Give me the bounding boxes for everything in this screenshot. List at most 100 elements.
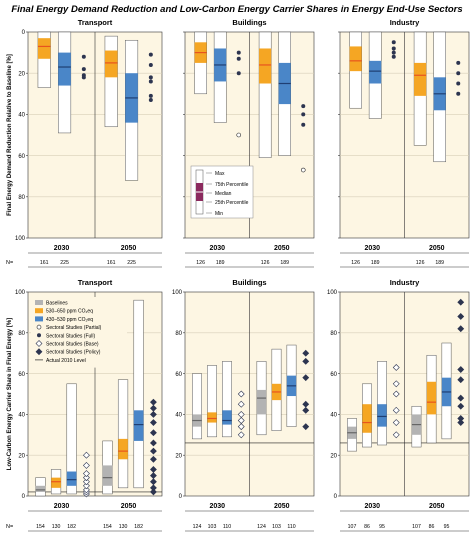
marker-base: [237, 431, 245, 439]
percentile-box: [35, 485, 46, 492]
marker-base: [392, 390, 400, 398]
marker-policy: [150, 439, 157, 447]
y-tick-label: 40: [330, 413, 337, 419]
y-tick-label: 80: [175, 331, 182, 337]
y-tick-label: 0: [22, 30, 26, 36]
year-label: 2030: [209, 245, 225, 252]
marker-full: [81, 54, 86, 59]
marker-full: [301, 112, 306, 117]
y-tick-label: 20: [18, 71, 25, 77]
y-tick-label: 100: [15, 236, 26, 242]
marker-policy: [150, 410, 157, 418]
percentile-box: [102, 465, 113, 486]
marker-policy: [302, 374, 310, 382]
marker-full: [236, 56, 241, 61]
n-value: 154: [36, 524, 45, 530]
year-label: 2030: [364, 245, 380, 252]
n-value: 107: [348, 524, 357, 530]
marker-full: [456, 71, 461, 76]
marker-policy: [150, 429, 157, 437]
legend-marker-partial: [36, 324, 42, 330]
marker-full: [236, 50, 241, 55]
panels: Transport 0 20 40 60 80 100 Final Energy Demand…: [6, 18, 470, 532]
y-tick-label: 0: [22, 494, 26, 500]
marker-full: [236, 71, 241, 76]
marker-policy: [150, 488, 157, 496]
marker-policy: [457, 376, 465, 384]
marker-policy: [150, 472, 157, 480]
legend-stat-label: 25th Percentile: [215, 200, 249, 206]
y-tick-label: 80: [330, 331, 337, 337]
y-tick-label: 100: [327, 290, 338, 296]
marker-base: [392, 431, 400, 439]
marker-policy: [302, 423, 310, 431]
marker-base: [392, 364, 400, 371]
marker-policy: [457, 394, 465, 402]
marker-full: [301, 104, 306, 109]
percentile-box: [51, 477, 61, 488]
n-value: 124: [257, 524, 266, 530]
n-label: N=: [6, 524, 13, 530]
legend-stat-label: Min: [215, 211, 223, 217]
panel-bottom-middle: Buildings 0 20 40 60 80 100 2030 124 103 110 2050 12…: [172, 278, 315, 532]
legend-marker-policy: [35, 348, 43, 356]
marker-base: [83, 478, 90, 486]
marker-base: [392, 419, 400, 426]
marker-full: [148, 79, 153, 84]
legend-label: Sectoral Studies (Full): [46, 333, 96, 339]
year-label: 2050: [274, 245, 290, 252]
panel-title: Buildings: [232, 18, 266, 27]
marker-full: [391, 40, 396, 45]
legend-swatch: [35, 316, 43, 322]
marker-base: [83, 474, 90, 482]
year-label: 2050: [121, 245, 137, 252]
percentile-box: [259, 48, 272, 84]
percentile-box: [37, 38, 51, 59]
n-value: 182: [134, 524, 143, 530]
legend-label: Sectoral Studies (Base): [46, 342, 99, 348]
n-value: 189: [435, 260, 444, 266]
n-value: 130: [119, 524, 128, 530]
percentile-box: [58, 52, 71, 86]
marker-base: [392, 406, 400, 414]
y-tick-label: 20: [330, 453, 337, 459]
marker-full: [81, 75, 86, 80]
marker-full: [391, 50, 396, 55]
marker-policy: [302, 349, 310, 357]
legend-stat-label: 75th Percentile: [215, 182, 249, 188]
year-label: 2030: [364, 503, 380, 510]
percentile-box: [66, 471, 77, 486]
marker-policy: [457, 313, 465, 320]
y-tick-label: 60: [330, 372, 337, 378]
n-label: N=: [6, 260, 13, 266]
n-value: 189: [371, 260, 380, 266]
y-axis-label: Final Energy Demand Reduction Relative t…: [7, 54, 13, 216]
y-tick-label: 0: [179, 494, 183, 500]
n-value: 103: [208, 524, 217, 530]
y-tick-label: 40: [18, 113, 25, 119]
marker-base: [83, 461, 90, 469]
panel-top-middle: Buildings 2030 126 189 2050 126 189: [183, 18, 315, 268]
legend-scenarios: Baselines 530–650 ppm CO₂eq 430–530 ppm CO…: [31, 297, 127, 368]
n-value: 107: [412, 524, 421, 530]
percentile-box: [414, 62, 427, 96]
n-value: 86: [364, 524, 370, 530]
y-tick-label: 80: [18, 331, 25, 337]
legend-label: Baselines: [46, 301, 68, 307]
marker-base: [83, 451, 90, 459]
percentile-box: [377, 404, 387, 427]
n-value: 110: [223, 524, 231, 530]
range-box: [207, 365, 217, 438]
marker-full: [81, 67, 86, 72]
marker-base: [237, 390, 245, 398]
marker-policy: [457, 402, 465, 410]
panel-title: Industry: [390, 18, 420, 27]
marker-full: [456, 91, 461, 96]
legend-stat-label: Max: [215, 171, 225, 177]
legend-stat-label: Median: [215, 191, 232, 197]
n-value: 103: [272, 524, 281, 530]
marker-policy: [457, 325, 465, 333]
marker-policy: [457, 415, 465, 422]
marker-full: [301, 122, 306, 127]
